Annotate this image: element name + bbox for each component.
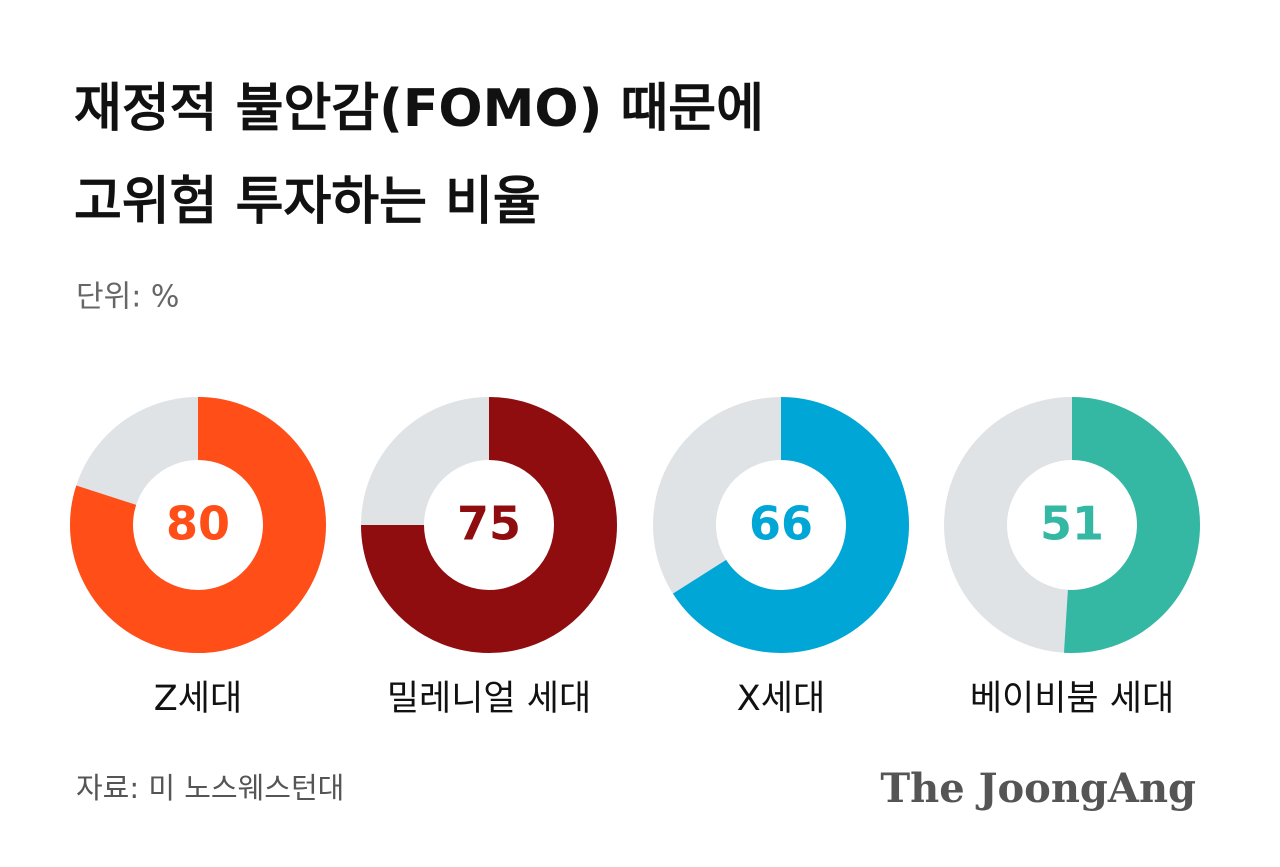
- value-label: 51: [1040, 497, 1104, 551]
- chart-title: 고위험 투자하는 비율: [74, 172, 541, 232]
- donut-segment: [1064, 397, 1200, 653]
- source: 자료: 미 노스웨스턴대: [76, 771, 344, 805]
- category-label: Z세대: [154, 679, 242, 719]
- donut-segment: [70, 397, 326, 653]
- chart-title: 재정적 불안감(FOMO) 때문에: [74, 79, 764, 139]
- value-label: 75: [457, 497, 521, 551]
- category-label: 베이비붐 세대: [970, 679, 1174, 719]
- donut-segment: [361, 397, 617, 653]
- brand: The JoongAng: [880, 765, 1196, 812]
- value-label: 66: [749, 497, 813, 551]
- unit-note: 단위: %: [76, 280, 179, 315]
- donut-segment: [672, 397, 909, 653]
- category-label: 밀레니얼 세대: [387, 679, 591, 719]
- category-label: X세대: [737, 679, 825, 719]
- value-label: 80: [166, 497, 230, 551]
